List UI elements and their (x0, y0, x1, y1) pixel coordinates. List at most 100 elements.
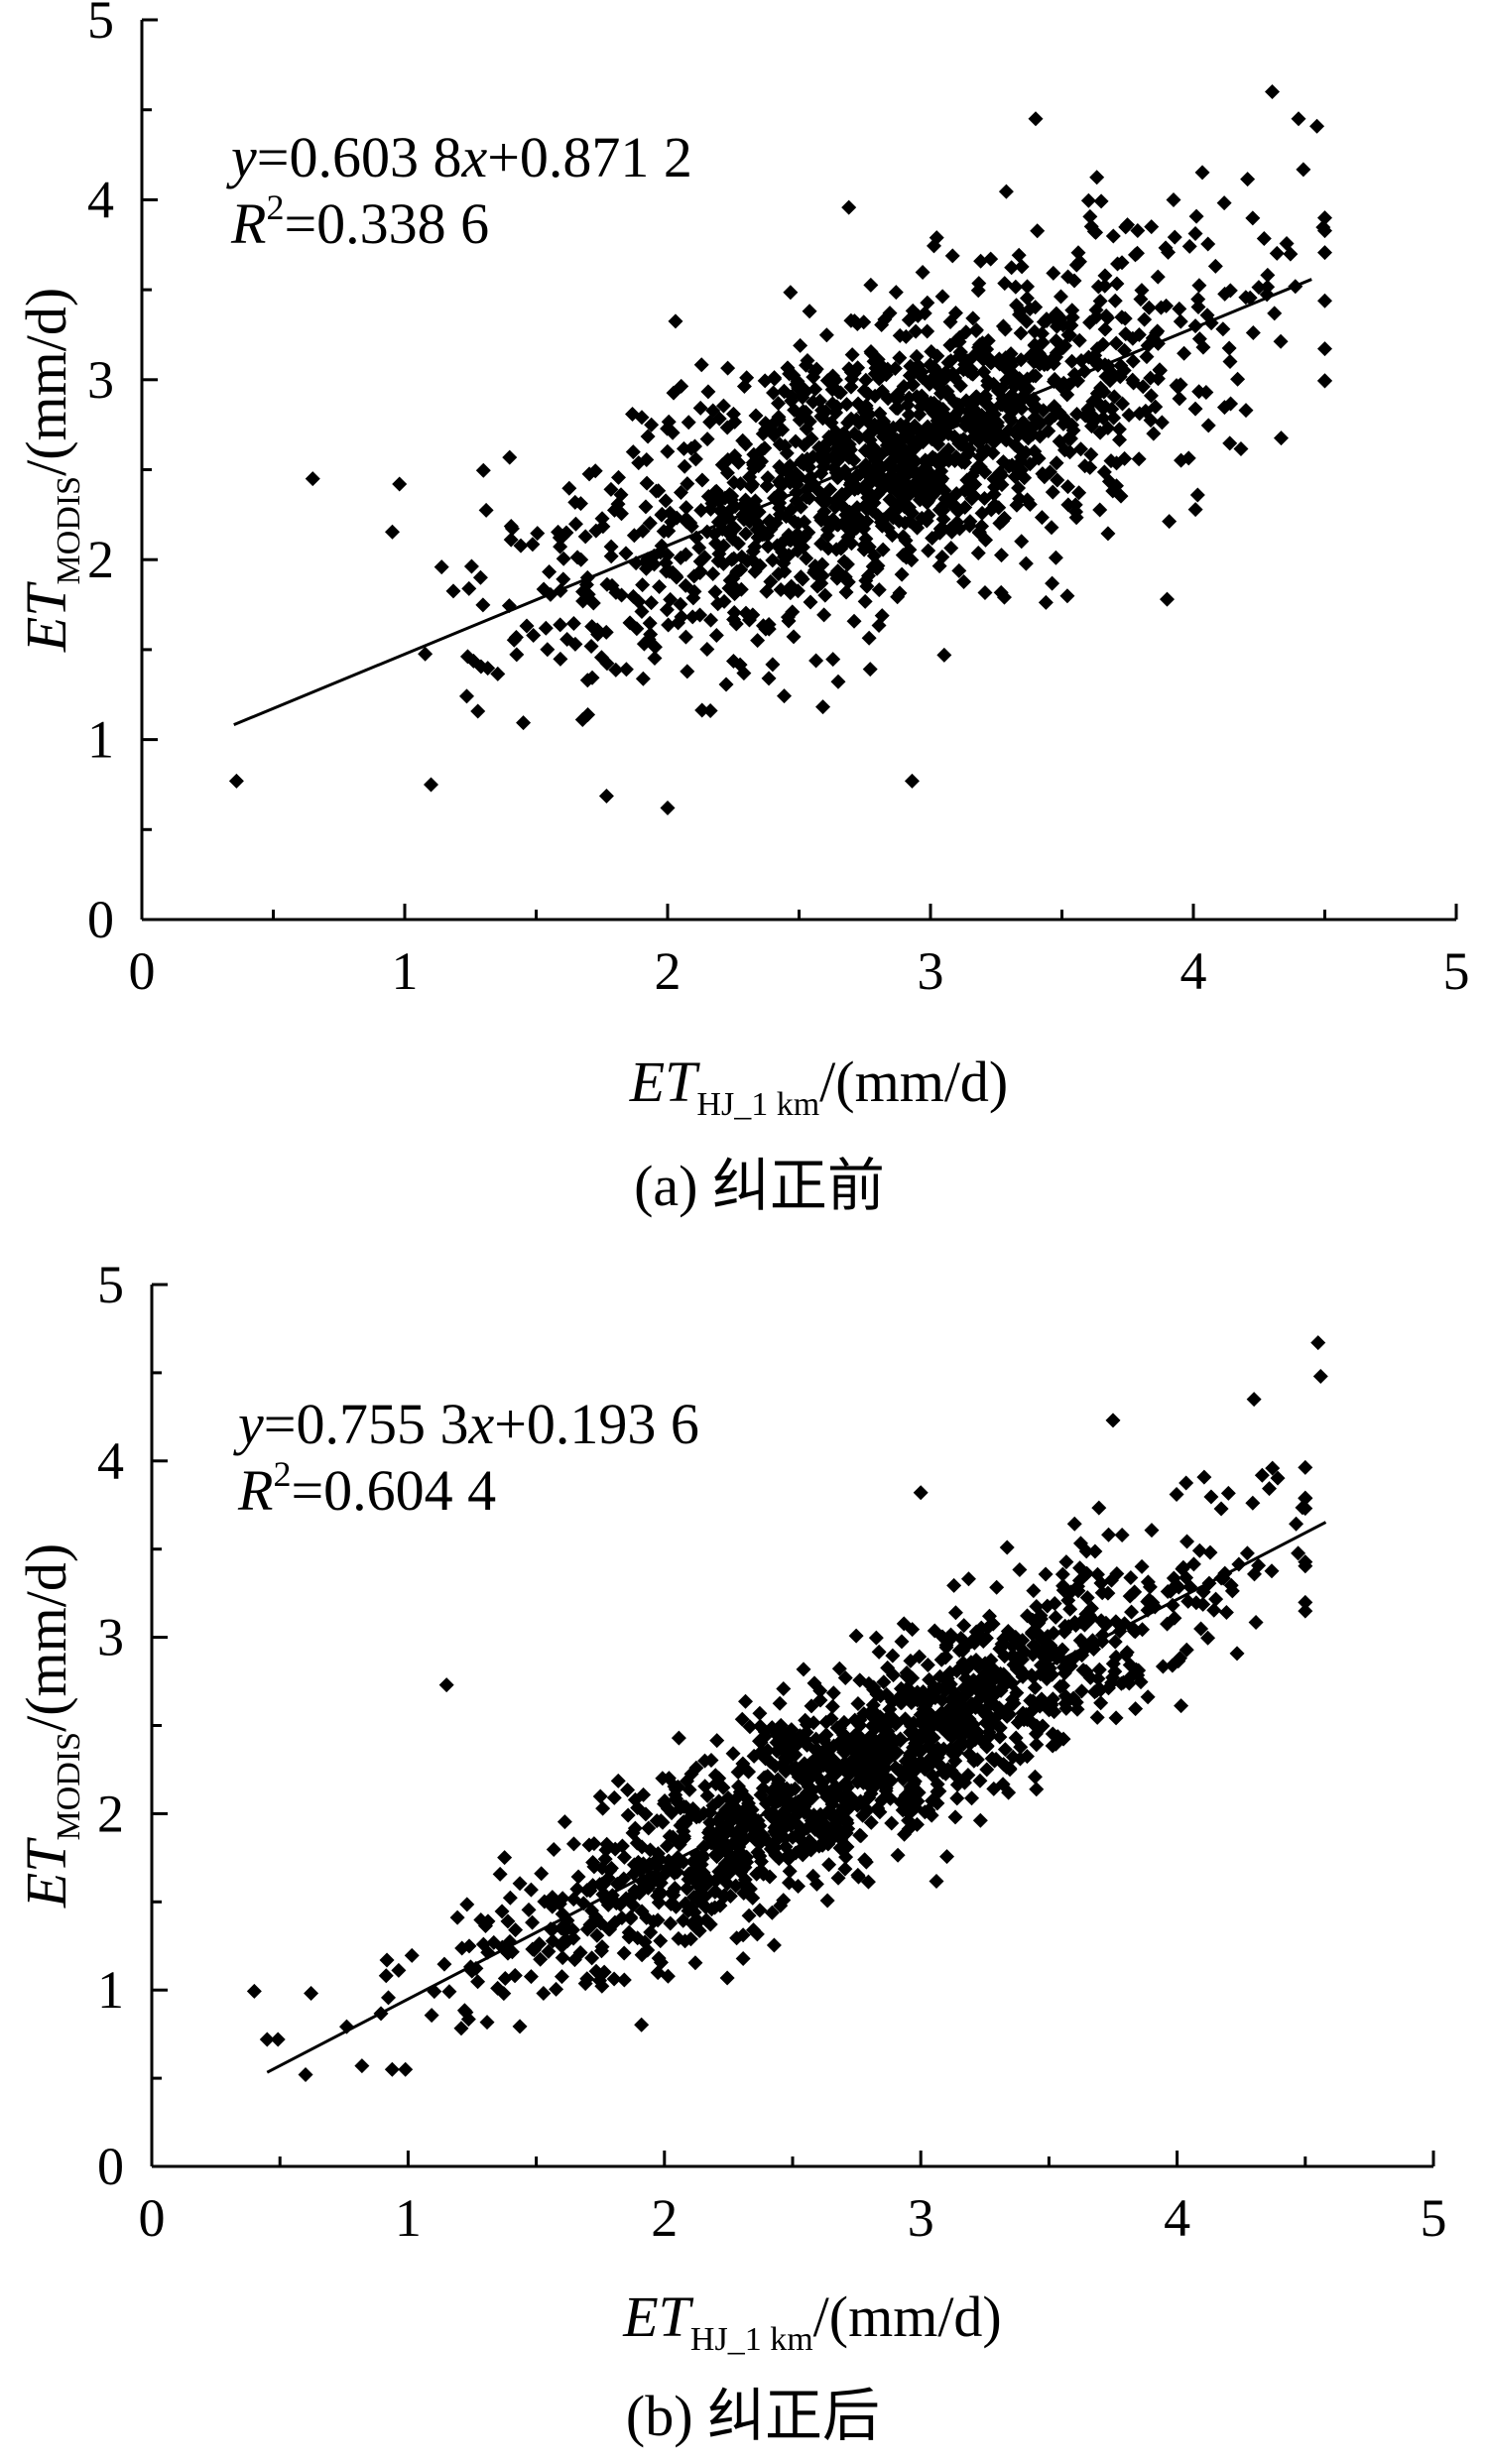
scatter-point (654, 506, 670, 522)
scatter-point (658, 493, 674, 509)
scatter-point (812, 1683, 828, 1699)
scatter-point (824, 1698, 840, 1714)
scatter-point (739, 1849, 755, 1865)
panel-a: 0 1 2 3 4 5 0 1 2 3 4 5 y=0.603 8x+0.871 2R2=0.338 6… (14, 0, 1470, 1218)
scatter-point (650, 1888, 666, 1904)
scatter-point (859, 578, 875, 594)
scatter-point (726, 551, 742, 566)
scatter-point (804, 431, 819, 446)
scatter-point (635, 523, 651, 539)
x-tick-label: 4 (1180, 941, 1207, 1001)
scatter-point (1032, 1627, 1048, 1643)
scatter-point (802, 490, 817, 506)
scatter-point (883, 1773, 899, 1788)
scatter-point (680, 476, 695, 492)
scatter-point (1019, 291, 1035, 307)
scatter-point (1109, 1566, 1125, 1582)
scatter-point (305, 471, 320, 487)
scatter-point (871, 582, 887, 598)
scatter-point (932, 1668, 948, 1684)
scatter-point (1028, 111, 1044, 127)
scatter-point (1118, 1647, 1134, 1663)
scatter-point (934, 550, 950, 565)
scatter-point (1049, 306, 1064, 321)
scatter-point (668, 313, 683, 329)
scatter-point (805, 1789, 820, 1805)
scatter-point (636, 636, 652, 652)
scatter-point (924, 1807, 939, 1823)
scatter-point (710, 553, 726, 568)
scatter-point (930, 1795, 945, 1811)
scatter-point (773, 1898, 789, 1913)
scatter-point (1003, 346, 1019, 362)
scatter-point (753, 442, 769, 458)
scatter-point (1009, 497, 1025, 513)
scatter-point (965, 310, 981, 326)
scatter-point (671, 1730, 686, 1746)
scatter-point (982, 1670, 998, 1686)
scatter-point (616, 1871, 632, 1887)
scatter-point (1107, 293, 1123, 308)
x-tick-label: 3 (918, 941, 944, 1001)
scatter-point (748, 408, 764, 424)
scatter-point (1096, 464, 1112, 480)
scatter-point (892, 350, 908, 366)
scatter-point (934, 289, 950, 305)
scatter-point (918, 1698, 933, 1714)
scatter-point (837, 1861, 853, 1877)
scatter-point (607, 1914, 623, 1930)
scatter-point (664, 1805, 680, 1821)
scatter-point (1140, 1689, 1156, 1705)
scatter-point (546, 1842, 561, 1858)
scatter-point (643, 1924, 659, 1940)
scatter-point (685, 1801, 701, 1817)
scatter-point (595, 1800, 611, 1816)
scatter-point (643, 626, 659, 642)
scatter-point (567, 516, 583, 532)
scatter-point (912, 1744, 928, 1760)
scatter-point (777, 563, 793, 579)
scatter-point (878, 1783, 894, 1798)
panel-b: 0 1 2 3 4 5 0 1 2 3 4 5 y=0.755 3x+0.193 6R2=0.604 4… (14, 1255, 1447, 2448)
scatter-point (603, 1860, 619, 1876)
scatter-point (771, 412, 787, 428)
scatter-point (697, 1900, 713, 1915)
scatter-point (831, 1661, 847, 1676)
scatter-point (1060, 497, 1076, 513)
scatter-point (1113, 488, 1129, 504)
scatter-point (903, 1785, 919, 1800)
scatter-point (960, 1571, 976, 1587)
scatter-point (1022, 302, 1038, 317)
scatter-point (536, 1986, 552, 2002)
scatter-point (1104, 401, 1120, 417)
scatter-point (1011, 247, 1027, 263)
scatter-point (752, 1903, 768, 1918)
scatter-point (1085, 414, 1101, 430)
scatter-point (787, 1801, 803, 1817)
scatter-point (1022, 456, 1038, 472)
scatter-point (596, 1964, 612, 1980)
scatter-point (783, 1784, 799, 1799)
scatter-point (1062, 327, 1078, 343)
scatter-point (583, 639, 599, 655)
scatter-point (931, 1784, 947, 1799)
scatter-point (859, 1770, 875, 1786)
scatter-point (603, 549, 619, 564)
scatter-point (776, 1681, 792, 1697)
scatter-point (595, 1877, 611, 1893)
scatter-point (599, 576, 615, 592)
scatter-point (1172, 301, 1187, 316)
scatter-point (506, 632, 522, 648)
scatter-point (932, 366, 948, 382)
scatter-point (1178, 1475, 1194, 1491)
scatter-point (985, 445, 1001, 461)
scatter-point (957, 1670, 973, 1686)
scatter-point (1049, 333, 1064, 349)
scatter-point (730, 1779, 746, 1794)
scatter-point (1230, 371, 1246, 387)
scatter-point (747, 563, 763, 579)
scatter-point (890, 1847, 906, 1863)
scatter-point (509, 647, 525, 663)
scatter-point (504, 521, 520, 537)
scatter-point (862, 662, 878, 678)
